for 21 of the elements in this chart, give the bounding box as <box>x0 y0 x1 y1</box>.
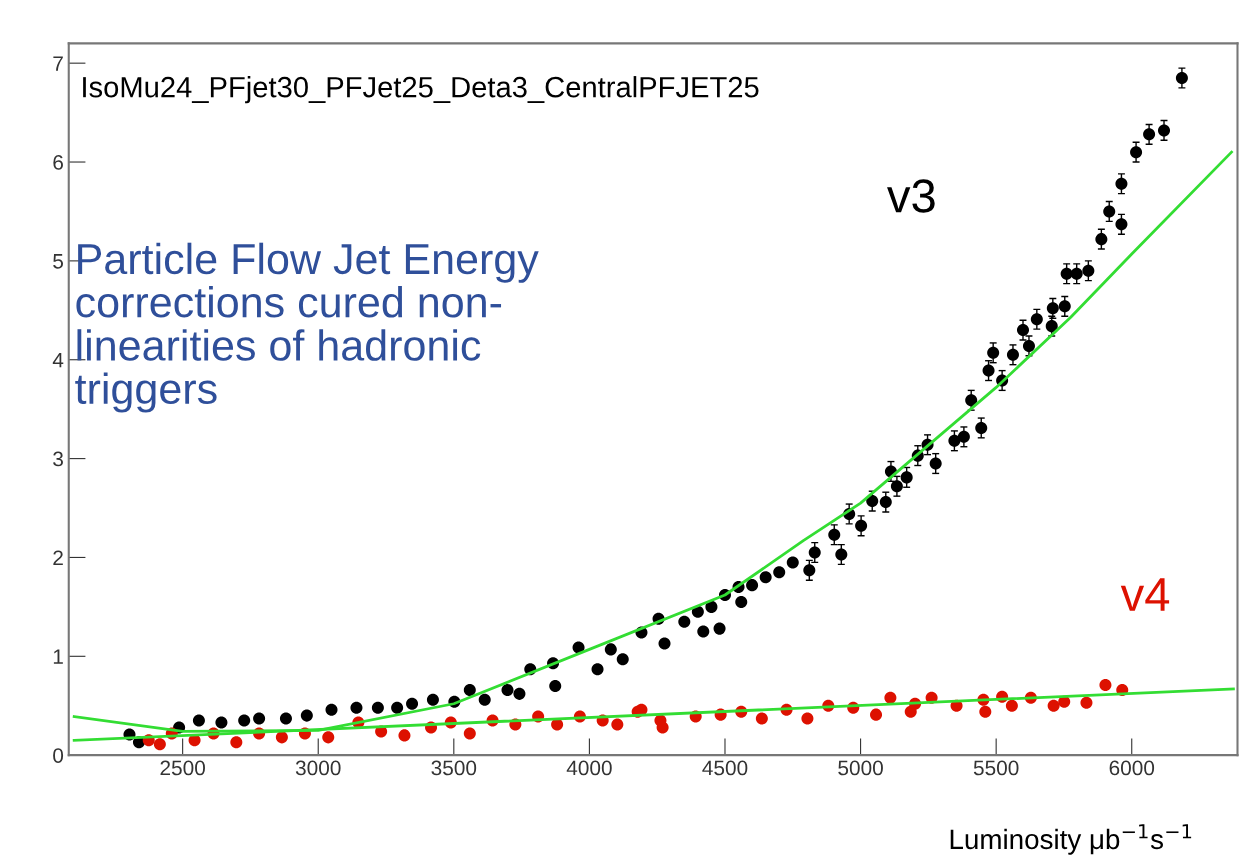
x-tick-label: 5000 <box>838 760 883 776</box>
text: IsoMu24_PFjet30_PFJet25_Deta3_CentralPFJET25 <box>83 76 759 104</box>
x-tick-label: 2500 <box>160 760 205 776</box>
text: v3 <box>887 179 935 213</box>
y-tick-label: 1 <box>53 649 63 664</box>
x-axis-title: Luminosity μb$^{−1}$s$^{−1}$ <box>950 824 1192 855</box>
annotation: Particle Flow Jet Energy corrections cured non- linearities of hadronic triggers <box>75 242 539 413</box>
y-tick-label: 3 <box>53 451 63 467</box>
y-tick-label: 6 <box>53 155 63 170</box>
x-tick-label: 4000 <box>566 760 612 776</box>
y-tick-label: 7 <box>53 56 63 71</box>
x-tick-label: 4500 <box>702 760 748 776</box>
x-tick-label: 3000 <box>295 760 341 776</box>
y-tick-label: 2 <box>53 550 63 565</box>
x-tick-label: 5500 <box>973 760 1019 776</box>
x-tick-label: 3500 <box>431 760 477 776</box>
series-label: v4 <box>1120 578 1170 611</box>
y-tick-label: 5 <box>53 254 64 269</box>
x-tick-label: 6000 <box>1109 760 1155 776</box>
y-tick-label: 4 <box>52 352 64 368</box>
y-tick-label: 0 <box>53 748 64 763</box>
